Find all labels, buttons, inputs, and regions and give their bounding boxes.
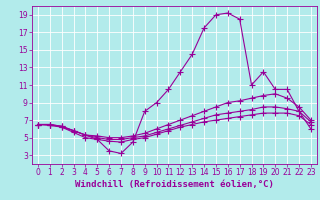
X-axis label: Windchill (Refroidissement éolien,°C): Windchill (Refroidissement éolien,°C)	[75, 180, 274, 189]
